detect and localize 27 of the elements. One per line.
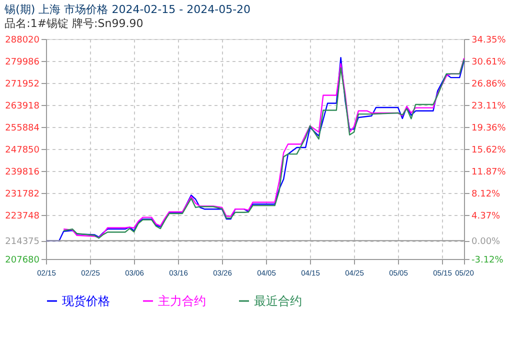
y-tick-label: 223748: [5, 212, 40, 222]
y2-tick-label: 19.36%: [472, 124, 506, 134]
y2-tick-label: 11.87%: [472, 167, 506, 178]
chart-title: 锡(期) 上海 市场价格 2024-02-15 - 2024-05-20: [4, 3, 251, 16]
y2-tick-label: 26.86%: [472, 79, 506, 90]
y-tick-label: 279986: [5, 58, 40, 68]
chart-subtitle: 品名:1#锡锭 牌号:Sn99.90: [4, 17, 144, 30]
legend-label: 现货价格: [62, 294, 110, 308]
y2-tick-label: 0.00%: [472, 237, 501, 248]
y2-tick-label: 15.62%: [472, 145, 506, 156]
legend-label: 最近合约: [254, 294, 302, 308]
y-tick-label: 247850: [5, 146, 40, 156]
y2-tick-label: -3.12%: [472, 256, 504, 266]
y-tick-label: 231782: [5, 190, 40, 200]
y-tick-label: 255884: [5, 124, 40, 134]
y-tick-label: 271952: [5, 80, 40, 90]
legend-label: 主力合约: [158, 294, 206, 308]
y2-tick-label: 4.37%: [472, 212, 501, 222]
y2-tick-label: 34.35%: [472, 36, 506, 46]
y2-tick-label: 23.11%: [472, 101, 506, 112]
y-tick-label: 239816: [5, 168, 40, 178]
y-tick-label: 263918: [5, 102, 40, 112]
y-tick-label: 288020: [5, 36, 40, 46]
y2-tick-label: 30.61%: [472, 57, 506, 68]
y-tick-label: 214375: [5, 237, 40, 248]
y2-tick-label: 8.12%: [472, 190, 501, 200]
y-tick-label: 207680: [5, 256, 40, 266]
